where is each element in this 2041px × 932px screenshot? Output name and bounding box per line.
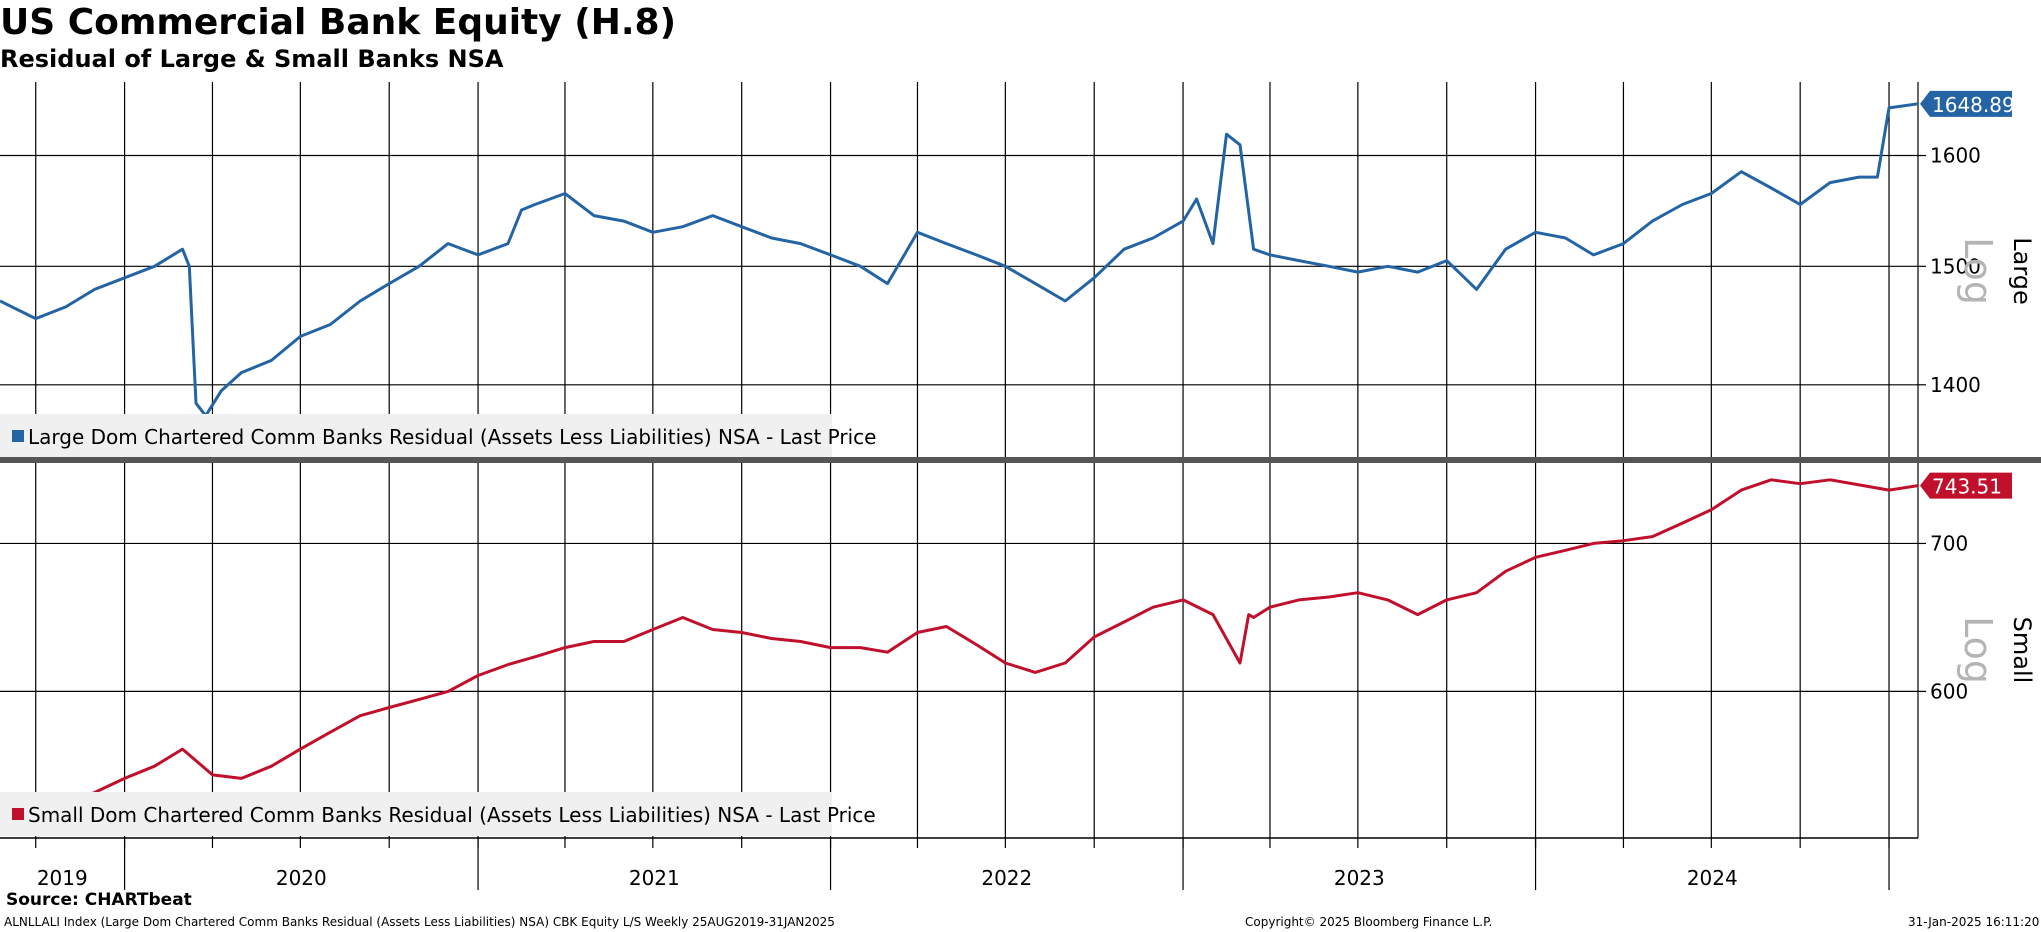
x-tick-label: 2020 [276,866,327,890]
large-legend-label: Large Dom Chartered Comm Banks Residual … [28,425,876,449]
x-tick-label: 2024 [1687,866,1738,890]
x-tick-label: 2021 [629,866,680,890]
x-tick-label: 2019 [37,866,88,890]
y-tick-label: 600 [1930,679,1968,703]
y-tick-label: 1600 [1930,144,1981,168]
index-description: ALNLLALI Index (Large Dom Chartered Comm… [4,915,835,929]
small-series-line [0,478,1919,821]
timestamp: 31-Jan-2025 16:11:20 [1908,915,2040,929]
page-title: US Commercial Bank Equity (H.8) [0,2,677,43]
x-tick-label: 2023 [1334,866,1385,890]
small-legend-box [0,792,832,836]
y-tick-label: 1400 [1930,373,1981,397]
page-subtitle: Residual of Large & Small Banks NSA [0,45,504,73]
small-last-value-label: 743.51 [1932,475,2002,499]
large-last-value-badge [1920,90,2012,117]
large-legend-swatch [12,430,24,442]
copyright-note: Copyright© 2025 Bloomberg Finance L.P. [1245,915,1493,929]
large-panel-label: Large [2008,237,2036,305]
large-legend-box [0,414,832,458]
x-tick-label: 2022 [981,866,1032,890]
source-label: Source: CHARTbeat [6,890,192,910]
large-series-line [0,102,1919,418]
y-tick-label: 1500 [1930,254,1981,278]
small-scale-label: Log [1956,616,2000,684]
small-panel-label: Small [2008,617,2036,684]
large-scale-label: Log [1956,237,2000,305]
large-last-value-label: 1648.89 [1932,93,2015,117]
small-legend-swatch [12,808,24,820]
small-last-value-badge [1920,472,2012,499]
y-tick-label: 700 [1930,531,1968,555]
small-legend-label: Small Dom Chartered Comm Banks Residual … [28,803,876,827]
panel-divider [0,457,2041,463]
